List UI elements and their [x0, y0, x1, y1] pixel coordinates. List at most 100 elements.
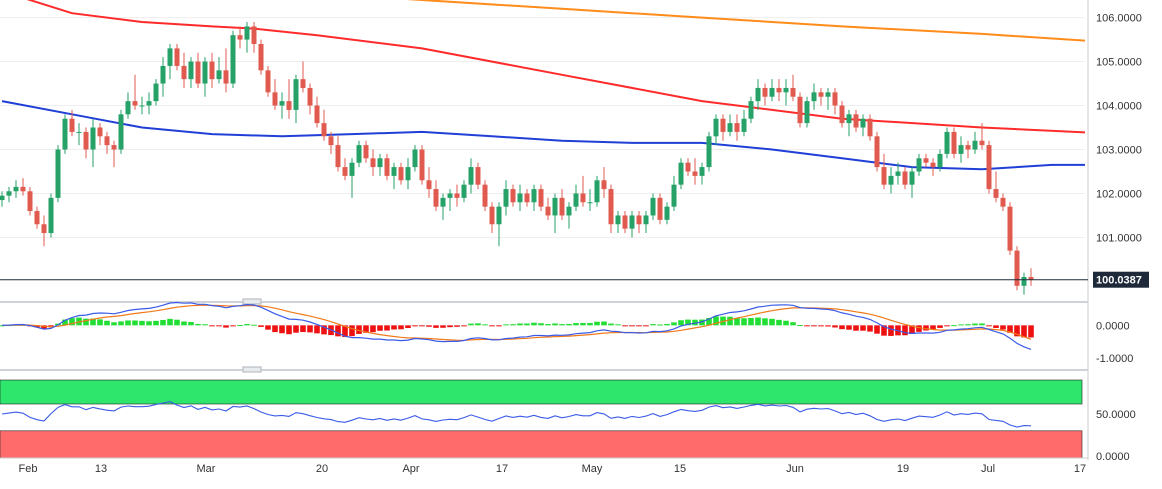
candle-body — [405, 167, 411, 181]
macd-axis-ticks: 0.0000 -1.0000 — [1096, 320, 1133, 365]
candle — [846, 109, 852, 137]
macd-bar — [426, 325, 432, 327]
candle-body — [951, 131, 957, 154]
candle — [545, 197, 551, 220]
x-tick-label: Mar — [197, 463, 216, 475]
candle-body — [874, 136, 880, 168]
candle — [713, 114, 719, 146]
candle-body — [321, 123, 327, 137]
price-axis-ticks: 106.0000 105.0000 104.0000 103.0000 102.0000… — [1096, 13, 1142, 245]
candle-body — [419, 149, 425, 181]
macd-bar — [62, 319, 68, 326]
macd-bar — [783, 320, 789, 326]
candle-body — [916, 158, 922, 172]
rsi-overbought-band — [0, 379, 1083, 405]
macd-bar — [692, 319, 698, 326]
candle-body — [342, 167, 348, 176]
candle — [524, 189, 530, 207]
candle — [461, 180, 467, 203]
candle-body — [111, 145, 117, 150]
candle-body — [755, 87, 761, 102]
macd-bar — [167, 318, 173, 326]
macd-bar — [1021, 325, 1027, 338]
candle-body — [923, 158, 929, 163]
candle — [76, 123, 82, 146]
candle — [489, 202, 495, 234]
candle — [83, 127, 89, 159]
macd-bar — [671, 322, 677, 326]
macd-bar — [930, 325, 936, 330]
candle-body — [776, 87, 782, 93]
macd-bar — [307, 325, 313, 333]
candle-body — [958, 145, 964, 154]
candle-body — [881, 167, 887, 185]
candle-body — [370, 158, 376, 168]
rsi-axis-ticks: 50.0000 0.0000 — [1096, 409, 1136, 463]
macd-bar — [356, 325, 362, 334]
macd-bar — [1007, 325, 1013, 333]
candle — [146, 92, 152, 115]
candle — [132, 74, 138, 110]
candle — [853, 109, 859, 132]
candle — [125, 92, 131, 119]
ma-100-path — [26, 0, 1085, 134]
candle — [405, 158, 411, 190]
candle — [510, 184, 516, 207]
candle-body — [622, 215, 628, 229]
candle-body — [125, 101, 131, 115]
candle-body — [804, 101, 810, 124]
macd-bar — [622, 325, 628, 327]
macd-bar — [132, 320, 138, 326]
macd-bar — [853, 325, 859, 331]
macd-bar — [566, 323, 572, 326]
macd-bar — [706, 317, 712, 326]
candle — [181, 52, 187, 88]
candle-body — [433, 189, 439, 207]
macd-bar — [216, 325, 222, 327]
candle — [363, 140, 369, 163]
panel-resize-handle[interactable] — [242, 298, 262, 305]
candle — [293, 74, 299, 124]
panel-resize-handle[interactable] — [242, 366, 262, 373]
candle-body — [657, 197, 663, 220]
candle — [419, 145, 425, 185]
candle — [195, 52, 201, 88]
candle-body — [48, 197, 54, 234]
macd-bar — [748, 317, 754, 326]
candle-body — [244, 26, 250, 40]
candle — [13, 180, 19, 198]
macd-bar — [650, 324, 656, 326]
candle — [139, 96, 145, 115]
candle-body — [1000, 197, 1006, 207]
candle-body — [797, 96, 803, 124]
candle-body — [692, 171, 698, 176]
candle — [650, 193, 656, 220]
macd-bar — [601, 321, 607, 326]
macd-bar — [545, 324, 551, 326]
macd-bar — [951, 325, 957, 327]
macd-panel: 0.0000 -1.0000 — [0, 301, 1133, 365]
candle — [216, 57, 222, 84]
x-tick-label: 17 — [496, 463, 508, 475]
candle — [167, 43, 173, 80]
rsi-panel: 50.0000 0.0000 — [0, 379, 1136, 463]
candle — [377, 153, 383, 176]
candle-body — [636, 215, 642, 225]
macd-bar — [496, 325, 502, 327]
candle-body — [909, 171, 915, 185]
candle — [622, 211, 628, 234]
candle-body — [6, 191, 12, 196]
macd-bar — [118, 321, 124, 326]
candle — [111, 140, 117, 168]
candle — [734, 114, 740, 141]
candle — [440, 193, 446, 220]
candle — [97, 123, 103, 146]
candle — [202, 57, 208, 97]
candle-body — [993, 189, 999, 198]
candle-body — [930, 162, 936, 168]
macd-bar — [195, 323, 201, 326]
candle — [685, 158, 691, 176]
macd-bar — [832, 325, 838, 328]
candle-body — [517, 193, 523, 203]
candle — [1028, 268, 1034, 286]
